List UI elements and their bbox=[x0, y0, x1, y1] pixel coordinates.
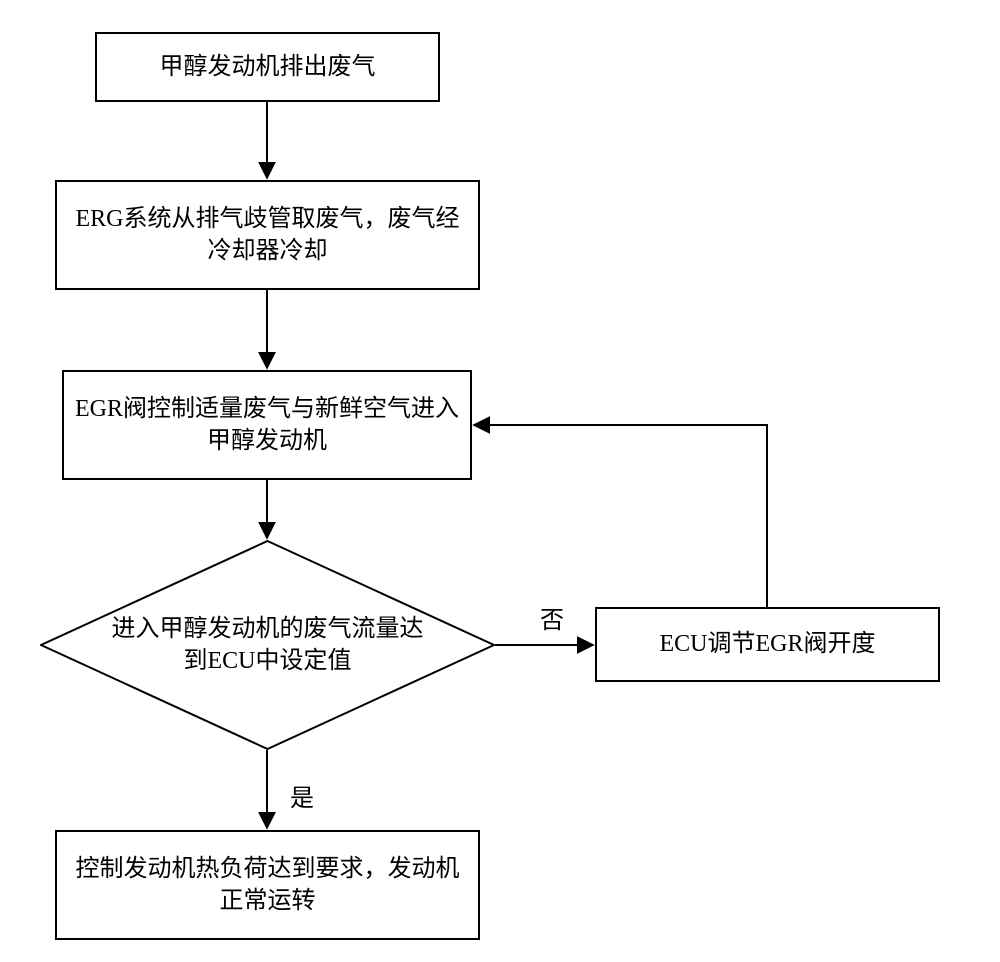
node-ecu-adjust: ECU调节EGR阀开度 bbox=[595, 607, 940, 682]
node-egr-valve-control: EGR阀控制适量废气与新鲜空气进入甲醇发动机 bbox=[62, 370, 472, 480]
decision-flow-setpoint-label: 进入甲醇发动机的废气流量达到ECU中设定值 bbox=[100, 613, 435, 678]
node-exhaust-label: 甲醇发动机排出废气 bbox=[160, 51, 376, 83]
edges-layer bbox=[0, 0, 1000, 962]
node-erg-cooling: ERG系统从排气歧管取废气，废气经冷却器冷却 bbox=[55, 180, 480, 290]
node-exhaust: 甲醇发动机排出废气 bbox=[95, 32, 440, 102]
edge-label-no: 否 bbox=[540, 600, 564, 635]
edge-label-yes: 是 bbox=[290, 778, 314, 813]
node-normal-run: 控制发动机热负荷达到要求，发动机正常运转 bbox=[55, 830, 480, 940]
node-erg-cooling-label: ERG系统从排气歧管取废气，废气经冷却器冷却 bbox=[67, 203, 468, 268]
node-ecu-adjust-label: ECU调节EGR阀开度 bbox=[660, 628, 876, 660]
node-egr-valve-control-label: EGR阀控制适量废气与新鲜空气进入甲醇发动机 bbox=[74, 393, 460, 458]
node-normal-run-label: 控制发动机热负荷达到要求，发动机正常运转 bbox=[67, 853, 468, 918]
decision-flow-setpoint: 进入甲醇发动机的废气流量达到ECU中设定值 bbox=[40, 540, 495, 750]
flowchart-canvas: 甲醇发动机排出废气 ERG系统从排气歧管取废气，废气经冷却器冷却 EGR阀控制适… bbox=[0, 0, 1000, 962]
